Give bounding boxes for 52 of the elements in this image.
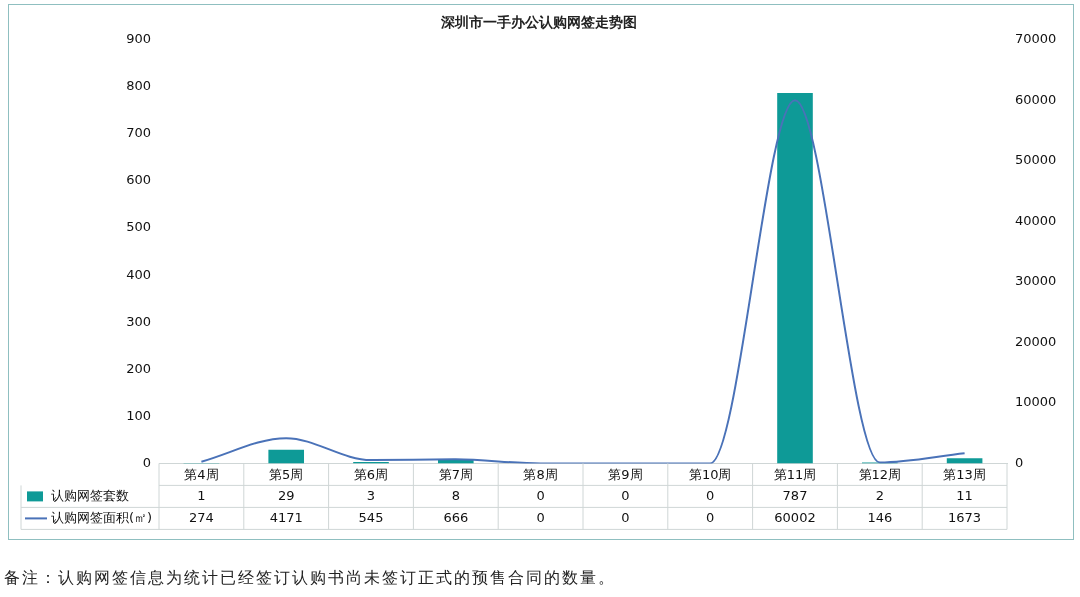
y-tick-label: 200: [126, 360, 151, 376]
y-tick-label: 400: [126, 266, 151, 282]
x-tick-label: 第6周: [353, 466, 389, 482]
y2-tick-label: 40000: [1015, 212, 1057, 228]
y-tick-label: 700: [126, 125, 151, 141]
y-tick-label: 900: [126, 31, 151, 47]
x-tick-label: 第9周: [608, 466, 643, 482]
data-label: 8: [451, 487, 460, 503]
data-label: 0: [536, 509, 545, 525]
legend-label: 认购网签套数: [51, 487, 129, 503]
y2-tick-label: 20000: [1015, 333, 1057, 349]
data-label: 4171: [269, 509, 303, 525]
text: 备注：认购网签信息为统计已经签订认购书尚未签订正式的预售合同的数量。: [4, 568, 616, 589]
y2-tick-label: 0: [1015, 454, 1024, 470]
y-tick-label: 800: [126, 78, 151, 94]
legend-label: 认购网签面积(㎡): [51, 509, 153, 525]
x-tick-label: 第8周: [523, 466, 558, 482]
x-tick-label: 第10周: [688, 466, 732, 482]
y2-tick-label: 30000: [1015, 273, 1057, 289]
x-tick-label: 第4周: [184, 466, 219, 482]
data-label: 1: [197, 487, 206, 503]
data-label: 29: [277, 487, 295, 503]
data-label: 146: [867, 509, 893, 525]
x-tick-label: 第13周: [943, 466, 986, 482]
y-tick-label: 300: [126, 313, 151, 329]
data-label: 60002: [774, 509, 816, 525]
chart-title: 深圳市一手办公认购网签走势图: [440, 14, 637, 31]
x-tick-label: 第7周: [438, 466, 473, 482]
y2-tick-label: 50000: [1015, 152, 1057, 168]
y-tick-label: 0: [142, 454, 151, 470]
data-label: 1673: [948, 509, 982, 525]
x-tick-label: 第12周: [858, 466, 902, 482]
data-label: 3: [366, 487, 376, 503]
data-label: 0: [621, 487, 630, 503]
data-label: 545: [358, 509, 384, 525]
data-label: 0: [536, 487, 545, 503]
y-tick-label: 100: [126, 407, 151, 423]
data-label: 11: [956, 487, 973, 503]
y2-tick-label: 10000: [1015, 394, 1057, 410]
data-label: 274: [188, 509, 214, 525]
y-tick-label: 600: [126, 172, 151, 188]
x-tick-label: 第5周: [269, 466, 304, 482]
x-tick-label: 第11周: [773, 466, 817, 482]
data-label: 787: [782, 487, 808, 503]
data-label: 0: [621, 509, 630, 525]
y2-tick-label: 60000: [1015, 91, 1057, 107]
data-label: 666: [443, 509, 469, 525]
y2-tick-label: 70000: [1015, 31, 1057, 47]
data-label: 0: [706, 509, 715, 525]
data-label: 0: [706, 487, 715, 503]
data-label: 2: [875, 487, 884, 503]
y-tick-label: 500: [126, 219, 151, 235]
